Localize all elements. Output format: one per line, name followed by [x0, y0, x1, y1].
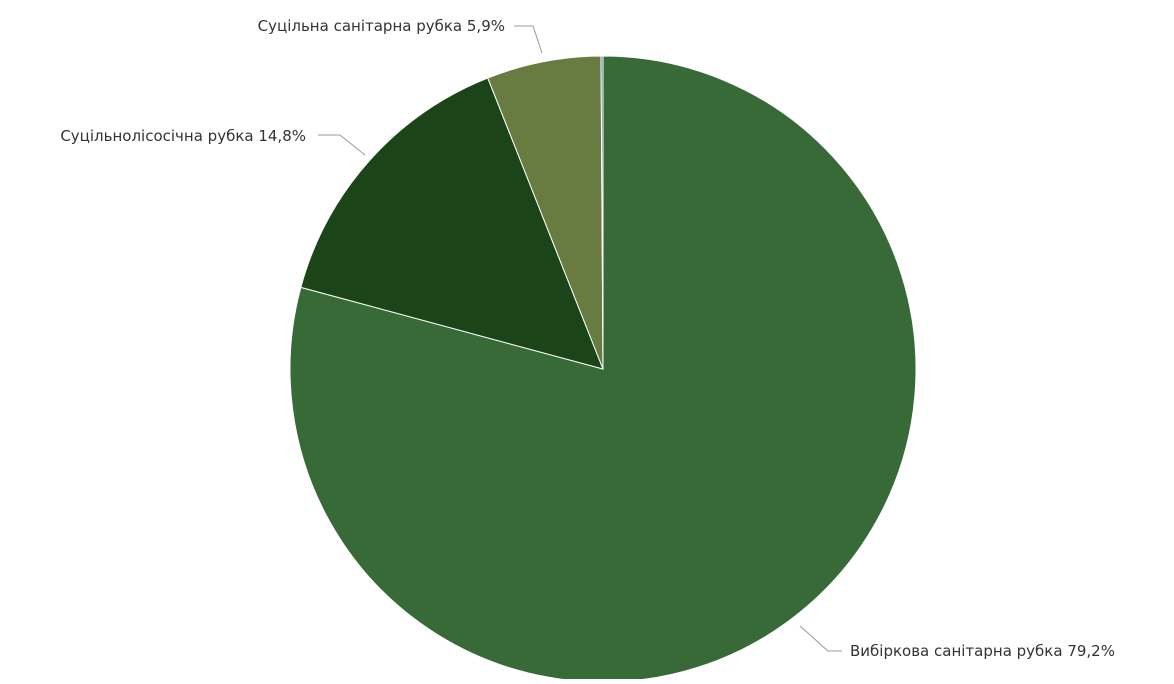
pie-label-connector-1: [318, 134, 366, 156]
pie-data-label-0: Вибіркова санітарна рубка 79,2%: [850, 642, 1115, 660]
pie-slice-3-small[interactable]: [600, 55, 604, 370]
pie-label-connector-0: [799, 625, 842, 652]
pie-label-connector-2: [514, 25, 543, 54]
pie-data-label-1: Суцільнолісосічна рубка 14,8%: [60, 127, 306, 145]
pie-data-label-2: Суцільна санітарна рубка 5,9%: [258, 17, 505, 35]
pie-slices: [289, 55, 917, 683]
pie-slice-1[interactable]: [300, 77, 604, 370]
pie-labels: Вибіркова санітарна рубка 79,2% Суцільнол…: [60, 17, 1115, 660]
